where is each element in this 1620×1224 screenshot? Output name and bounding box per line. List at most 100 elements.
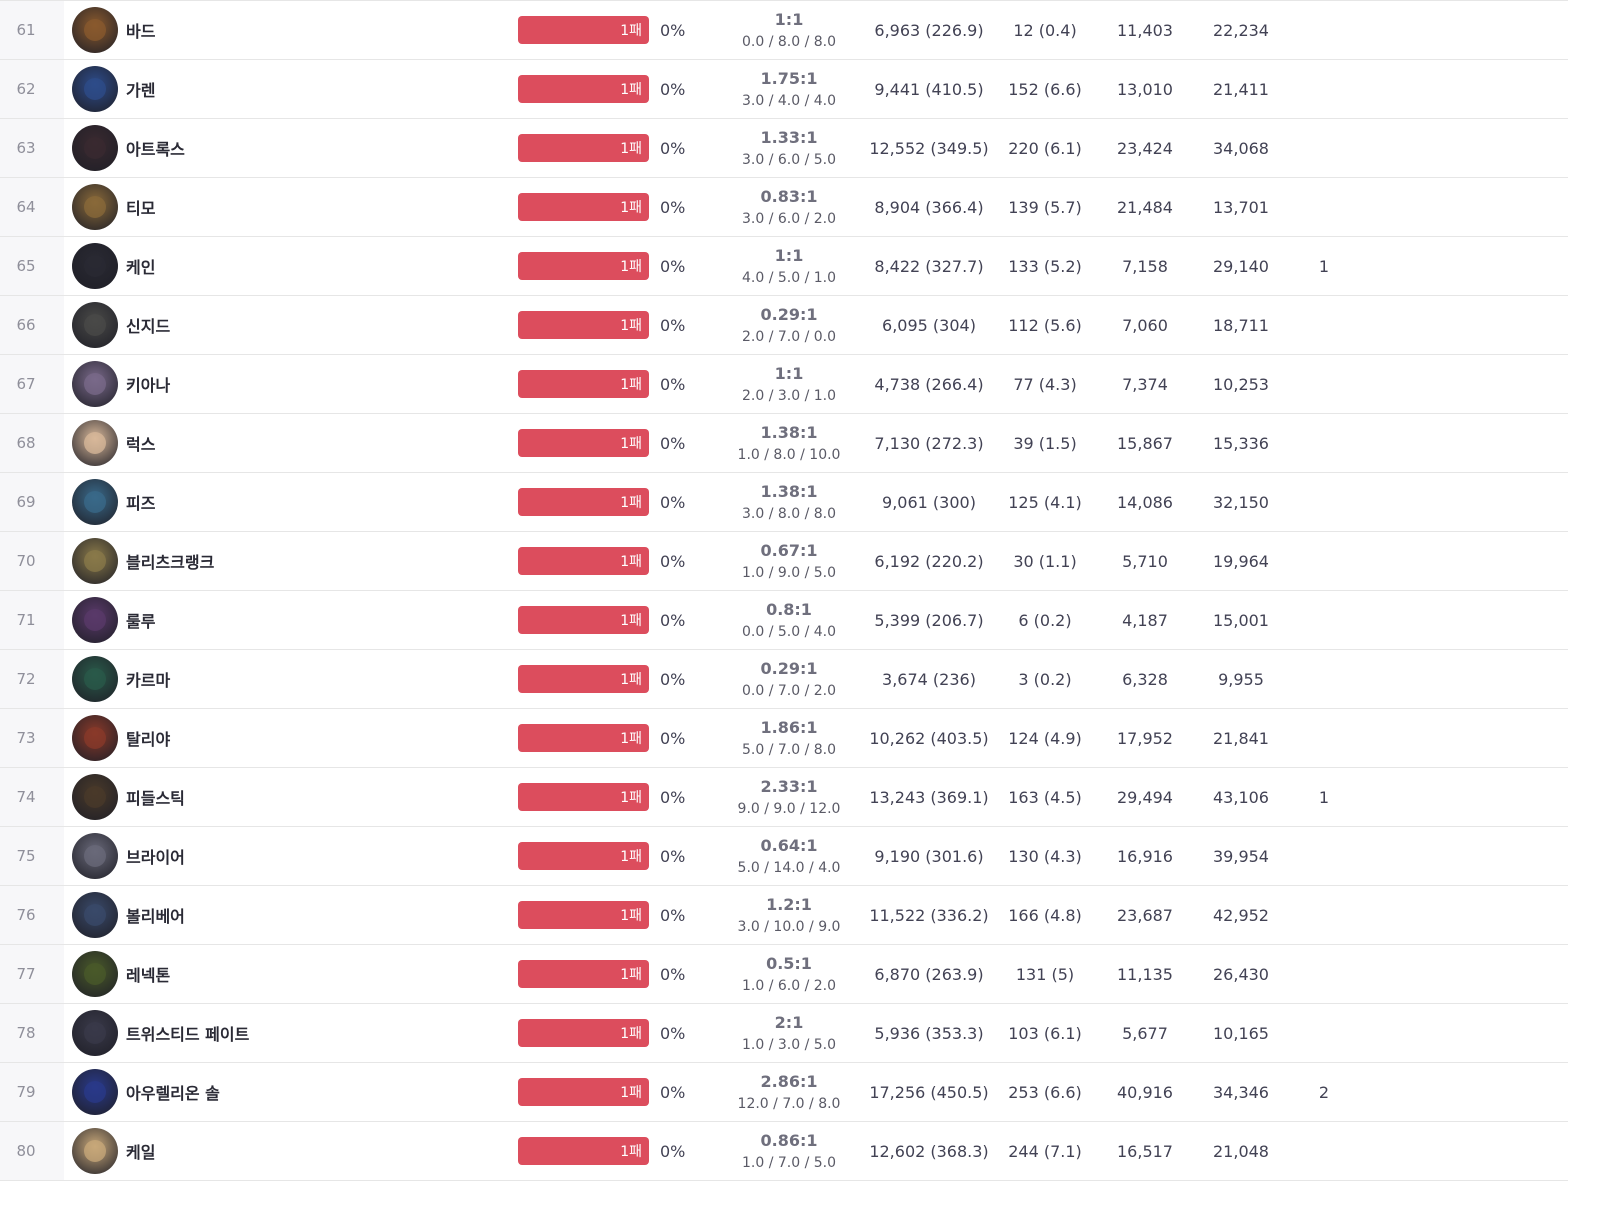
dealt-value: 19,964 [1213, 551, 1269, 571]
rank-number: 75 [0, 827, 64, 885]
cs-value: 131 (5) [1015, 964, 1075, 984]
champion-name[interactable]: 카르마 [126, 671, 171, 690]
champion-name[interactable]: 럭스 [126, 435, 156, 454]
loss-bar: 1패 [518, 16, 649, 44]
loss-count: 1패 [620, 23, 642, 39]
dealt-value: 29,140 [1213, 256, 1269, 276]
win-rate: 0% [660, 138, 686, 158]
table-row[interactable]: 78 트위스티드 페이트 1패 0% 2:1 1.0 / 3.0 / 5.0 5… [0, 1003, 1568, 1062]
champion-portrait-icon[interactable] [72, 361, 118, 407]
champion-portrait-icon[interactable] [72, 656, 118, 702]
champion-portrait-icon[interactable] [72, 538, 118, 584]
champion-portrait-icon[interactable] [72, 951, 118, 997]
champion-name[interactable]: 블리츠크랭크 [126, 553, 215, 572]
win-rate: 0% [660, 256, 686, 276]
champion-portrait-icon[interactable] [72, 125, 118, 171]
table-row[interactable]: 67 키아나 1패 0% 1:1 2.0 / 3.0 / 1.0 4,738 (… [0, 354, 1568, 413]
champion-portrait-icon[interactable] [72, 243, 118, 289]
cs-value: 166 (4.8) [1008, 905, 1082, 925]
loss-bar: 1패 [518, 960, 649, 988]
champion-portrait-icon[interactable] [72, 833, 118, 879]
extra-count: 1 [1318, 787, 1330, 807]
table-row[interactable]: 64 티모 1패 0% 0.83:1 3.0 / 6.0 / 2.0 8,904… [0, 177, 1568, 236]
champion-name[interactable]: 아트록스 [126, 140, 185, 159]
table-row[interactable]: 76 볼리베어 1패 0% 1.2:1 3.0 / 10.0 / 9.0 11,… [0, 885, 1568, 944]
champion-portrait-icon[interactable] [72, 479, 118, 525]
champion-portrait-icon[interactable] [72, 302, 118, 348]
table-row[interactable]: 69 피즈 1패 0% 1.38:1 3.0 / 8.0 / 8.0 9,061… [0, 472, 1568, 531]
champion-portrait-icon[interactable] [72, 420, 118, 466]
win-rate: 0% [660, 197, 686, 217]
kda-detail: 1.0 / 3.0 / 5.0 [741, 1037, 837, 1053]
extra-count [1300, 355, 1348, 413]
table-row[interactable]: 72 카르마 1패 0% 0.29:1 0.0 / 7.0 / 2.0 3,67… [0, 649, 1568, 708]
dealt-value: 42,952 [1213, 905, 1269, 925]
kda-cell: 1.75:1 3.0 / 4.0 / 4.0 [720, 68, 858, 112]
table-row[interactable]: 66 신지드 1패 0% 0.29:1 2.0 / 7.0 / 0.0 6,09… [0, 295, 1568, 354]
table-row[interactable]: 61 바드 1패 0% 1:1 0.0 / 8.0 / 8.0 6,963 (2… [0, 0, 1568, 59]
champion-name[interactable]: 키아나 [126, 376, 171, 395]
champion-portrait-icon[interactable] [72, 597, 118, 643]
kda-ratio: 2:1 [774, 1013, 804, 1032]
table-row[interactable]: 68 럭스 1패 0% 1.38:1 1.0 / 8.0 / 10.0 7,13… [0, 413, 1568, 472]
table-row[interactable]: 79 아우렐리온 솔 1패 0% 2.86:1 12.0 / 7.0 / 8.0… [0, 1062, 1568, 1121]
champion-portrait-icon[interactable] [72, 1069, 118, 1115]
champion-name[interactable]: 탈리야 [126, 730, 171, 749]
champion-name[interactable]: 아우렐리온 솔 [126, 1084, 220, 1103]
damage-value: 11,522 (336.2) [869, 905, 989, 925]
table-row[interactable]: 65 케인 1패 0% 1:1 4.0 / 5.0 / 1.0 8,422 (3… [0, 236, 1568, 295]
loss-count: 1패 [620, 1026, 642, 1042]
loss-bar: 1패 [518, 252, 649, 280]
table-row[interactable]: 80 케일 1패 0% 0.86:1 1.0 / 7.0 / 5.0 12,60… [0, 1121, 1568, 1181]
win-rate: 0% [660, 433, 686, 453]
champion-name[interactable]: 피들스틱 [126, 789, 185, 808]
champion-name[interactable]: 브라이어 [126, 848, 185, 867]
table-row[interactable]: 63 아트록스 1패 0% 1.33:1 3.0 / 6.0 / 5.0 12,… [0, 118, 1568, 177]
kda-ratio: 1.33:1 [760, 128, 818, 147]
champion-portrait-icon[interactable] [72, 1010, 118, 1056]
kda-detail: 5.0 / 14.0 / 4.0 [737, 860, 841, 876]
gold-value: 23,687 [1117, 905, 1173, 925]
kda-detail: 1.0 / 6.0 / 2.0 [741, 978, 837, 994]
champion-portrait-icon[interactable] [72, 774, 118, 820]
portrait-face [84, 1140, 106, 1162]
table-row[interactable]: 71 룰루 1패 0% 0.8:1 0.0 / 5.0 / 4.0 5,399 … [0, 590, 1568, 649]
champion-name[interactable]: 케일 [126, 1143, 156, 1162]
kda-ratio: 0.67:1 [760, 541, 818, 560]
gold-value: 23,424 [1117, 138, 1173, 158]
rank-number: 65 [0, 237, 64, 295]
champion-portrait-icon[interactable] [72, 184, 118, 230]
table-row[interactable]: 77 레넥톤 1패 0% 0.5:1 1.0 / 6.0 / 2.0 6,870… [0, 944, 1568, 1003]
champion-name[interactable]: 피즈 [126, 494, 156, 513]
rank-number: 70 [0, 532, 64, 590]
portrait-face [84, 255, 106, 277]
champion-portrait-icon[interactable] [72, 66, 118, 112]
kda-ratio: 1:1 [774, 364, 804, 383]
table-row[interactable]: 70 블리츠크랭크 1패 0% 0.67:1 1.0 / 9.0 / 5.0 6… [0, 531, 1568, 590]
table-row[interactable]: 74 피들스틱 1패 0% 2.33:1 9.0 / 9.0 / 12.0 13… [0, 767, 1568, 826]
champion-name[interactable]: 티모 [126, 199, 156, 218]
extra-count [1300, 886, 1348, 944]
champion-name[interactable]: 볼리베어 [126, 907, 185, 926]
champion-name[interactable]: 레넥톤 [126, 966, 171, 985]
champion-name[interactable]: 트위스티드 페이트 [126, 1025, 250, 1044]
win-rate: 0% [660, 728, 686, 748]
champion-name[interactable]: 신지드 [126, 317, 171, 336]
champion-portrait-icon[interactable] [72, 1128, 118, 1174]
table-row[interactable]: 73 탈리야 1패 0% 1.86:1 5.0 / 7.0 / 8.0 10,2… [0, 708, 1568, 767]
extra-count [1300, 945, 1348, 1003]
champion-portrait-icon[interactable] [72, 7, 118, 53]
loss-bar: 1패 [518, 1078, 649, 1106]
extra-count: 1 [1318, 256, 1330, 276]
damage-value: 9,190 (301.6) [874, 846, 984, 866]
table-row[interactable]: 75 브라이어 1패 0% 0.64:1 5.0 / 14.0 / 4.0 9,… [0, 826, 1568, 885]
table-row[interactable]: 62 가렌 1패 0% 1.75:1 3.0 / 4.0 / 4.0 9,441… [0, 59, 1568, 118]
dealt-value: 39,954 [1213, 846, 1269, 866]
champion-portrait-icon[interactable] [72, 715, 118, 761]
champion-portrait-icon[interactable] [72, 892, 118, 938]
loss-count: 1패 [620, 1085, 642, 1101]
champion-name[interactable]: 가렌 [126, 81, 156, 100]
champion-name[interactable]: 케인 [126, 258, 156, 277]
champion-name[interactable]: 바드 [126, 22, 156, 41]
champion-name[interactable]: 룰루 [126, 612, 156, 631]
